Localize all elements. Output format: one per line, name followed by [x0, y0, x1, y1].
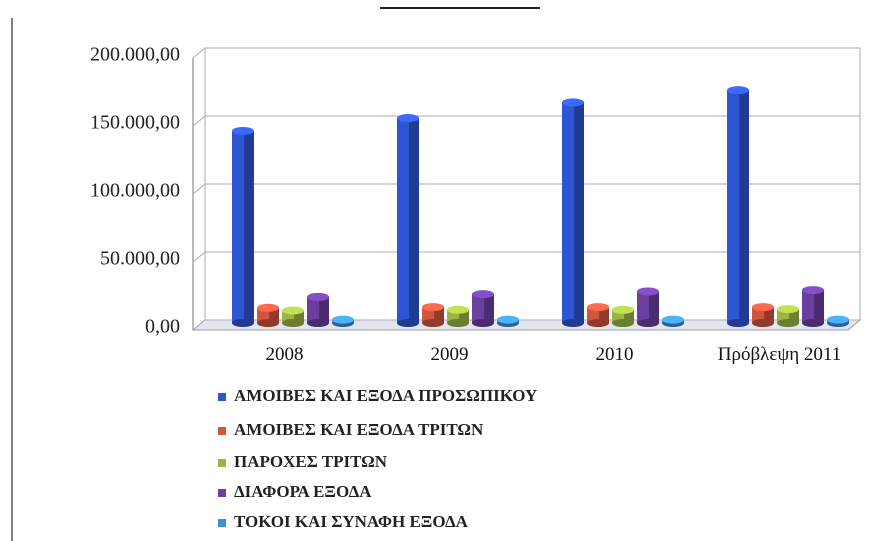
bar-top-cap [777, 305, 799, 314]
bar-bottom-cap [232, 319, 254, 327]
bar-bottom-cap [802, 319, 824, 327]
x-tick-label: 2010 [595, 344, 634, 365]
legend-label: ΑΜΟΙΒΕΣ ΚΑΙ ΕΞΟΔΑ ΤΡΙΤΩΝ [234, 420, 484, 439]
bar-bottom-cap [562, 319, 584, 327]
bar-shade [434, 307, 444, 323]
bar-shade [269, 307, 279, 323]
y-tick-label: 150.000,00 [90, 112, 180, 134]
y-tick-label: 50.000,00 [100, 248, 180, 270]
bar-shade [244, 130, 254, 323]
legend-marker [218, 427, 226, 435]
bar-bottom-cap [257, 319, 279, 327]
bar-bottom-cap [727, 319, 749, 327]
grid-line-side [192, 319, 206, 331]
legend-label: ΠΑΡΟΧΕΣ ΤΡΙΤΩΝ [234, 452, 388, 471]
bar-shade [409, 118, 419, 323]
bar-top-cap [637, 287, 659, 296]
bar-top-cap [257, 303, 279, 312]
bar-shade [459, 309, 469, 323]
bar-top-cap [662, 315, 684, 324]
bar-bottom-cap [447, 319, 469, 327]
bar-top-cap [497, 315, 519, 324]
bar-top-cap [332, 315, 354, 324]
legend-label: ΤΟΚΟΙ ΚΑΙ ΣΥΝΑΦΗ ΕΞΟΔΑ [234, 512, 469, 531]
bar-top-cap [307, 292, 329, 301]
bar-top-cap [752, 303, 774, 312]
bar-top-cap [232, 126, 254, 135]
bar-shade [574, 102, 584, 324]
bar-shade [624, 309, 634, 323]
bar-shade [294, 310, 304, 323]
bar-top-cap [422, 303, 444, 312]
bar-top-cap [397, 114, 419, 123]
bar-bottom-cap [422, 319, 444, 327]
x-tick-label: Πρόβλεψη 2011 [717, 344, 842, 365]
legend-marker [218, 519, 226, 527]
grid-line-side [192, 183, 206, 195]
y-tick-label: 0,00 [145, 316, 180, 338]
legend-label: ΔΙΑΦΟΡΑ ΕΞΟΔΑ [234, 482, 372, 501]
legend-label: ΑΜΟΙΒΕΣ ΚΑΙ ΕΞΟΔΑ ΠΡΟΣΩΠΙΚΟΥ [234, 386, 537, 405]
bar-bottom-cap [282, 319, 304, 327]
legend-marker [218, 393, 226, 401]
bar-shade [599, 307, 609, 323]
bar-shade [789, 309, 799, 323]
bar-shade [484, 294, 494, 323]
bar-top-cap [472, 290, 494, 299]
bar-top-cap [827, 315, 849, 324]
bar-shade [739, 90, 749, 323]
y-tick-label: 100.000,00 [90, 180, 180, 202]
bar-shade [319, 296, 329, 323]
grid-line-side [192, 47, 206, 59]
bar-top-cap [562, 98, 584, 107]
bar-top-cap [802, 286, 824, 295]
bar-bottom-cap [397, 319, 419, 327]
grid-line-side [192, 115, 206, 127]
x-tick-label: 2009 [430, 344, 469, 365]
bar-top-cap [282, 306, 304, 315]
bar-bottom-cap [587, 319, 609, 327]
y-tick-label: 200.000,00 [90, 44, 180, 66]
legend-marker [218, 459, 226, 467]
bar-top-cap [727, 86, 749, 95]
grid-line-side [192, 251, 206, 263]
bar-bottom-cap [777, 319, 799, 327]
bar-bottom-cap [472, 319, 494, 327]
x-tick-label: 2008 [265, 344, 304, 365]
bar-top-cap [612, 305, 634, 314]
bar-bottom-cap [637, 319, 659, 327]
bar-bottom-cap [307, 319, 329, 327]
bar-shade [764, 307, 774, 323]
bar-shade [814, 290, 824, 323]
bar-top-cap [587, 303, 609, 312]
bar-top-cap [447, 305, 469, 314]
legend-marker [218, 489, 226, 497]
bar-bottom-cap [612, 319, 634, 327]
bar-bottom-cap [752, 319, 774, 327]
bar-shade [649, 291, 659, 323]
